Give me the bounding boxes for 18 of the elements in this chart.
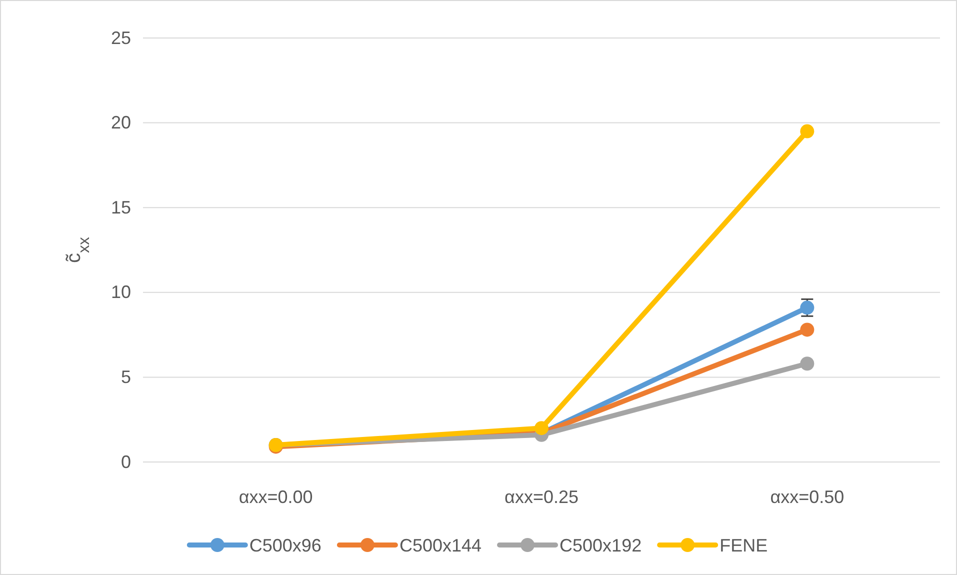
point [800,124,814,138]
point [800,356,814,371]
legend-label: C500x192 [560,535,642,556]
legend-label: FENE [720,535,768,556]
y-tick-label: 5 [120,366,131,387]
legend-label: C500x96 [249,535,322,556]
point [800,322,814,337]
y-tick-label: 20 [110,112,131,133]
x-tick-label: αxx=0.00 [238,486,313,507]
y-tick-label: 15 [110,197,131,218]
y-tick-label: 0 [120,452,131,472]
point [800,300,814,315]
y-tick-label: 10 [110,282,131,302]
legend-label: C500x144 [399,535,482,556]
x-tick-label: αxx=0.50 [770,486,844,507]
point [534,421,548,436]
y-tick-label: 25 [110,28,131,48]
x-tick-label: αxx=0.25 [504,486,578,507]
